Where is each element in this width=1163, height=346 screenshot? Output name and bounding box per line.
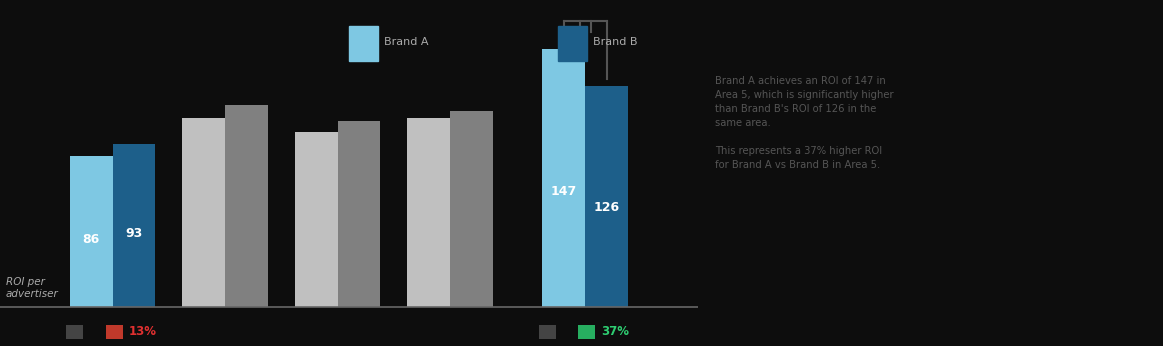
- Bar: [450, 111, 493, 307]
- Bar: [183, 118, 226, 307]
- FancyBboxPatch shape: [578, 325, 595, 339]
- Bar: [226, 106, 267, 307]
- Text: 37%: 37%: [601, 326, 629, 338]
- Bar: [407, 118, 450, 307]
- Bar: [113, 144, 156, 307]
- Bar: [337, 121, 380, 307]
- Text: 13%: 13%: [128, 326, 156, 338]
- Text: 126: 126: [593, 201, 620, 214]
- Bar: [585, 86, 628, 307]
- Text: Brand B: Brand B: [593, 37, 637, 46]
- Bar: [542, 49, 585, 307]
- FancyBboxPatch shape: [66, 325, 84, 339]
- Text: 147: 147: [551, 185, 577, 198]
- Bar: [70, 156, 113, 307]
- Text: Brand A achieves an ROI of 147 in
Area 5, which is significantly higher
than Bra: Brand A achieves an ROI of 147 in Area 5…: [715, 76, 894, 170]
- Text: 93: 93: [126, 227, 143, 240]
- FancyBboxPatch shape: [540, 325, 556, 339]
- Bar: [295, 132, 337, 307]
- Text: Brand A: Brand A: [384, 37, 428, 46]
- FancyBboxPatch shape: [106, 325, 122, 339]
- Text: 86: 86: [83, 233, 100, 246]
- Text: ROI per
advertiser: ROI per advertiser: [6, 277, 58, 299]
